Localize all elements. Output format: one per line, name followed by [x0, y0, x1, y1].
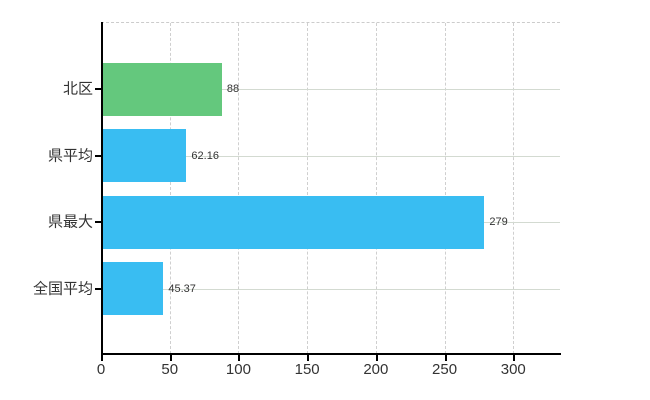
vertical-gridline [169, 23, 171, 354]
x-axis-tick [375, 355, 378, 361]
x-axis-tick [101, 355, 103, 361]
plot-area: 88 62.16 279 45.37 [101, 22, 560, 354]
x-axis-tick-label: 50 [161, 361, 179, 378]
bar-3 [101, 262, 164, 316]
vertical-gridline [238, 23, 240, 354]
x-axis-tick [513, 355, 516, 361]
bar-1 [101, 129, 187, 183]
y-axis-tick [95, 221, 101, 224]
category-label: 県平均 [47, 147, 93, 165]
bar-value-label: 88 [226, 83, 240, 96]
x-axis-tick-label: 200 [363, 361, 389, 378]
x-axis-tick [444, 355, 447, 361]
bar-value-label: 279 [489, 216, 508, 229]
vertical-gridline [513, 23, 515, 354]
category-label: 全国平均 [32, 280, 93, 298]
y-axis-line [101, 22, 103, 354]
x-axis-tick [307, 355, 310, 361]
x-axis-tick [169, 355, 172, 361]
bar-2 [101, 195, 485, 249]
horizontal-gridline [101, 288, 560, 290]
y-axis-tick [95, 88, 101, 91]
vertical-gridline [307, 23, 309, 354]
vertical-gridline [444, 23, 446, 354]
y-axis-tick [95, 154, 101, 157]
vertical-gridline [375, 23, 377, 354]
x-axis-tick-label: 0 [96, 361, 106, 378]
x-axis-tick-label: 100 [225, 361, 251, 378]
x-axis-tick-label: 300 [500, 361, 526, 378]
bar-value-label: 45.37 [168, 282, 196, 295]
horizontal-gridline [101, 155, 560, 157]
y-axis-tick [95, 287, 101, 290]
horizontal-gridline [101, 89, 560, 91]
category-label: 県最大 [47, 213, 93, 231]
bar-0 [101, 62, 222, 116]
category-label: 北区 [62, 80, 93, 98]
x-axis-tick-label: 250 [432, 361, 458, 378]
bar-value-label: 62.16 [191, 149, 219, 162]
x-axis-tick [238, 355, 241, 361]
x-axis-line [101, 353, 561, 355]
x-axis-tick-label: 150 [294, 361, 320, 378]
